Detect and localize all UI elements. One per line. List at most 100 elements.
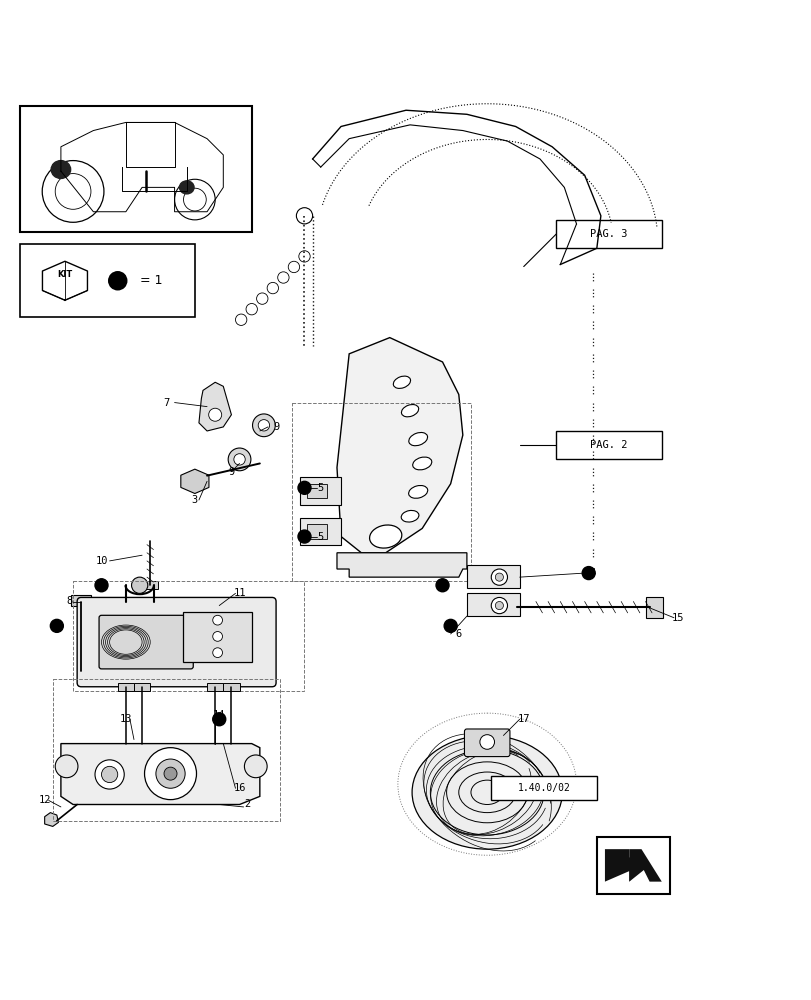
Text: 17: 17 (517, 714, 530, 724)
Circle shape (252, 414, 275, 437)
Circle shape (491, 597, 507, 614)
Circle shape (55, 755, 78, 778)
Text: 12: 12 (38, 795, 51, 805)
Circle shape (156, 759, 185, 788)
Text: 2: 2 (244, 799, 251, 809)
FancyBboxPatch shape (20, 106, 251, 232)
Circle shape (208, 408, 221, 421)
Circle shape (267, 282, 278, 294)
Ellipse shape (369, 525, 401, 548)
FancyBboxPatch shape (466, 593, 519, 616)
Circle shape (95, 760, 124, 789)
Circle shape (144, 748, 196, 800)
Text: 6: 6 (455, 629, 461, 639)
Circle shape (298, 530, 311, 543)
Ellipse shape (51, 161, 71, 178)
Text: 1.40.0/02: 1.40.0/02 (517, 783, 570, 793)
Circle shape (212, 713, 225, 726)
Ellipse shape (408, 485, 427, 498)
Circle shape (491, 569, 507, 585)
Circle shape (108, 271, 127, 291)
Circle shape (479, 735, 494, 749)
Text: PAG. 3: PAG. 3 (590, 229, 627, 239)
Circle shape (436, 579, 448, 592)
Circle shape (298, 481, 311, 494)
Circle shape (50, 619, 63, 632)
Text: 9: 9 (228, 467, 234, 477)
FancyBboxPatch shape (645, 597, 663, 618)
FancyBboxPatch shape (556, 431, 661, 459)
Circle shape (212, 648, 222, 658)
Text: KIT: KIT (58, 270, 72, 279)
Polygon shape (45, 813, 58, 826)
Polygon shape (199, 382, 231, 431)
Ellipse shape (179, 181, 194, 194)
FancyBboxPatch shape (182, 612, 251, 662)
FancyBboxPatch shape (464, 729, 509, 757)
FancyBboxPatch shape (223, 683, 239, 691)
Text: 15: 15 (671, 613, 684, 623)
Text: 3: 3 (191, 495, 198, 505)
FancyBboxPatch shape (20, 244, 195, 317)
Ellipse shape (408, 432, 427, 446)
FancyBboxPatch shape (207, 683, 223, 691)
Circle shape (235, 314, 247, 325)
Circle shape (246, 303, 257, 315)
Circle shape (495, 573, 503, 581)
FancyBboxPatch shape (307, 524, 327, 539)
Circle shape (288, 261, 299, 273)
FancyBboxPatch shape (300, 477, 341, 505)
Polygon shape (629, 849, 661, 882)
Circle shape (258, 420, 269, 431)
Circle shape (228, 448, 251, 471)
FancyBboxPatch shape (71, 595, 91, 606)
Polygon shape (604, 849, 649, 882)
Circle shape (298, 251, 310, 262)
Circle shape (444, 619, 457, 632)
Ellipse shape (393, 376, 410, 388)
Text: 7: 7 (163, 398, 169, 408)
Text: PAG. 2: PAG. 2 (590, 440, 627, 450)
Text: 9: 9 (272, 422, 279, 432)
Polygon shape (181, 469, 208, 494)
Circle shape (164, 767, 177, 780)
Ellipse shape (401, 510, 418, 522)
Circle shape (296, 208, 312, 224)
FancyBboxPatch shape (556, 220, 661, 248)
Polygon shape (61, 744, 260, 804)
Text: 14: 14 (212, 710, 225, 720)
Circle shape (234, 454, 245, 465)
Ellipse shape (401, 405, 418, 417)
Polygon shape (337, 553, 466, 577)
Circle shape (581, 567, 594, 580)
Circle shape (277, 272, 289, 283)
FancyBboxPatch shape (99, 615, 193, 669)
FancyBboxPatch shape (118, 683, 134, 691)
Text: 11: 11 (233, 588, 246, 598)
Text: 5: 5 (317, 532, 324, 542)
Circle shape (256, 293, 268, 304)
Circle shape (101, 766, 118, 783)
Text: 4: 4 (589, 568, 595, 578)
Text: 13: 13 (119, 714, 132, 724)
FancyBboxPatch shape (300, 518, 341, 545)
FancyBboxPatch shape (77, 597, 276, 687)
FancyBboxPatch shape (144, 581, 157, 589)
Circle shape (95, 579, 108, 592)
Text: 8: 8 (66, 596, 72, 606)
Text: 16: 16 (233, 783, 246, 793)
Text: 5: 5 (317, 483, 324, 493)
Ellipse shape (412, 457, 431, 470)
Circle shape (131, 577, 148, 593)
Text: = 1: = 1 (140, 274, 163, 287)
Text: 10: 10 (95, 556, 108, 566)
FancyBboxPatch shape (466, 565, 519, 588)
FancyBboxPatch shape (596, 837, 669, 894)
Circle shape (212, 615, 222, 625)
Polygon shape (337, 338, 462, 553)
Circle shape (244, 755, 267, 778)
Circle shape (212, 632, 222, 641)
Circle shape (495, 601, 503, 610)
Ellipse shape (411, 735, 562, 849)
FancyBboxPatch shape (491, 776, 596, 800)
